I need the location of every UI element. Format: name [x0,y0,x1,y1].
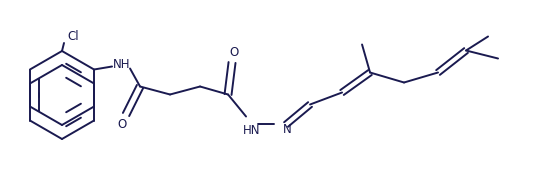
Text: O: O [229,46,239,59]
Text: N: N [283,123,292,136]
Text: HN: HN [243,124,261,137]
Text: NH: NH [113,58,131,71]
Text: O: O [117,118,127,131]
Text: Cl: Cl [67,31,79,44]
